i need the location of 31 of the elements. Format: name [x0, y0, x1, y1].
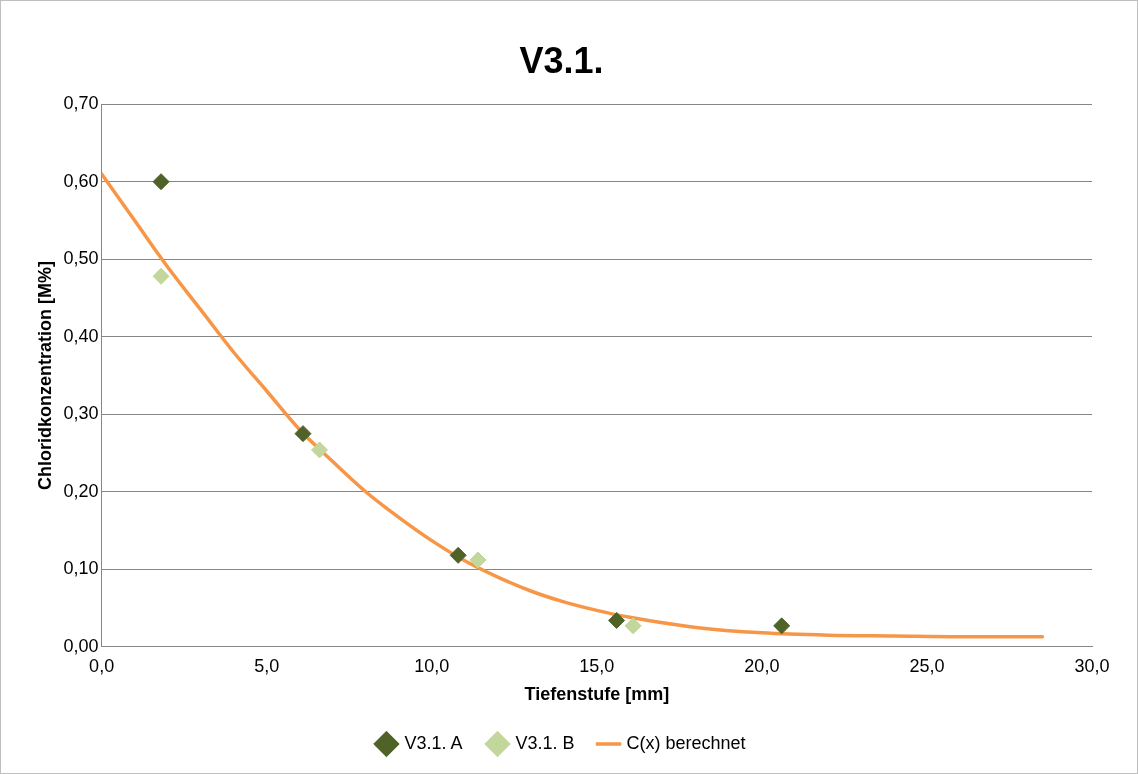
x-tick-label: 20,0	[744, 655, 780, 676]
y-tick-label: 0,40	[63, 325, 99, 346]
y-tick-label: 0,00	[63, 635, 99, 656]
point	[449, 546, 467, 564]
legend-label: V3.1. B	[515, 732, 575, 753]
x-axis-title: Tiefenstufe [mm]	[524, 684, 670, 705]
point	[294, 425, 312, 443]
legend-label: C(x) berechnet	[626, 732, 746, 753]
chart-title: V3.1.	[519, 39, 604, 81]
y-tick-label: 0,10	[63, 558, 99, 579]
y-tick-label: 0,60	[63, 170, 99, 191]
point	[469, 551, 487, 569]
point	[311, 441, 329, 459]
y-axis-title: Chloridkonzentration [M%]	[34, 261, 55, 490]
line-series	[101, 172, 1045, 639]
point	[152, 173, 170, 191]
y-tick-label: 0,70	[63, 93, 99, 114]
y-tick-label: 0,50	[63, 248, 99, 269]
x-tick-label: 25,0	[909, 655, 945, 676]
point	[624, 617, 642, 635]
x-tick-label: 5,0	[254, 655, 280, 676]
y-tick-label: 0,30	[63, 403, 99, 424]
x-tick-label: 10,0	[414, 655, 450, 676]
x-tick-label: 15,0	[579, 655, 615, 676]
point	[608, 611, 626, 629]
x-tick-label: 0,0	[89, 655, 115, 676]
legend-label: V3.1. A	[404, 732, 463, 753]
point	[773, 617, 791, 635]
y-tick-label: 0,20	[63, 480, 99, 501]
x-tick-label: 30,0	[1074, 655, 1110, 676]
point	[152, 267, 170, 285]
